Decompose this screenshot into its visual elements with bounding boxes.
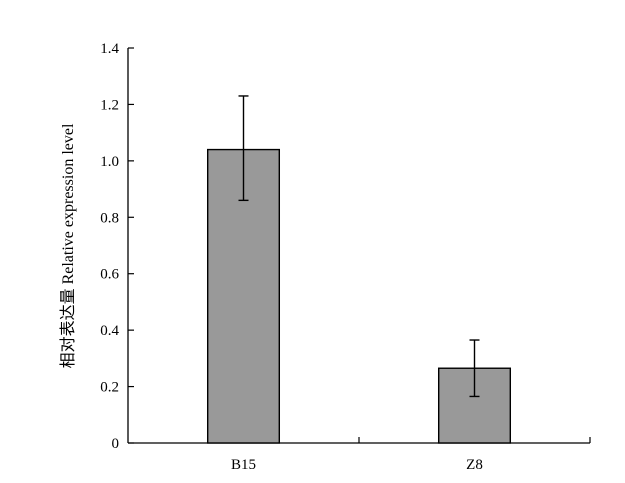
y-tick-label: 0.2 [100,380,119,396]
y-tick-label: 0.6 [100,267,119,283]
y-tick-label: 1.2 [100,97,119,113]
y-tick-label: 1.0 [100,154,119,170]
plot-area: 0 0.2 0.4 0.6 0.8 1.0 1.2 1.4 B15 Z8 [100,41,591,473]
y-tick-label: 0 [112,436,120,452]
y-tick-label: 0.8 [100,210,119,226]
y-axis-title: 相对表达量 Relative expression level [59,123,77,368]
y-tick-label: 0.4 [100,323,119,339]
y-tick-label: 1.4 [100,41,119,57]
x-tick-label-z8: Z8 [466,457,483,473]
x-tick-label-b15: B15 [231,457,256,473]
